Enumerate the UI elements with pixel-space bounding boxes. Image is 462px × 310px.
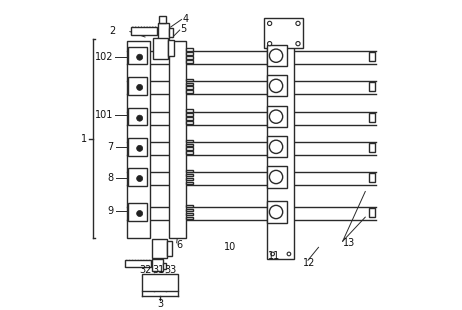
Circle shape [287, 252, 291, 256]
Bar [186, 56, 193, 59]
Circle shape [137, 115, 143, 121]
Circle shape [267, 42, 272, 46]
Text: 7: 7 [107, 142, 114, 153]
Bar [186, 205, 193, 207]
Bar [128, 47, 147, 64]
Text: 10: 10 [225, 242, 237, 252]
Bar [267, 166, 287, 188]
Bar [186, 213, 193, 215]
Bar [186, 60, 193, 63]
Bar [186, 79, 193, 81]
Bar [369, 113, 375, 122]
Circle shape [137, 84, 143, 91]
Bar [369, 173, 375, 183]
Bar [186, 121, 193, 124]
Text: 8: 8 [107, 173, 113, 183]
Text: 6: 6 [176, 240, 182, 250]
Bar [186, 216, 193, 219]
Text: 5: 5 [180, 24, 187, 34]
Bar [267, 75, 287, 96]
Bar [152, 259, 163, 271]
Bar [369, 143, 375, 152]
Bar [186, 113, 193, 116]
Circle shape [271, 252, 274, 256]
Bar [369, 82, 375, 91]
Bar [186, 117, 193, 120]
Text: 102: 102 [95, 52, 114, 62]
Bar [186, 82, 193, 85]
Bar [153, 38, 168, 59]
Bar [267, 202, 287, 223]
Bar [186, 209, 193, 211]
Bar [186, 148, 193, 150]
Bar [128, 77, 147, 95]
Bar [125, 260, 151, 267]
Bar [267, 45, 287, 66]
Bar [142, 274, 178, 291]
Text: 4: 4 [182, 14, 188, 24]
Circle shape [269, 170, 283, 184]
Circle shape [269, 205, 283, 219]
Bar [163, 263, 165, 269]
Text: 1: 1 [81, 134, 87, 144]
Bar [186, 140, 193, 142]
Bar [131, 27, 157, 35]
Bar [186, 109, 193, 112]
Bar [186, 144, 193, 146]
Text: 33: 33 [164, 265, 176, 275]
Bar [186, 174, 193, 176]
Circle shape [269, 79, 283, 92]
Bar [127, 41, 150, 238]
Text: 2: 2 [109, 26, 116, 36]
Bar [158, 23, 170, 39]
Bar [186, 86, 193, 89]
Text: 9: 9 [107, 206, 113, 216]
Circle shape [267, 21, 272, 25]
Bar [168, 40, 174, 56]
Bar [152, 239, 167, 259]
Text: 32: 32 [139, 265, 152, 275]
Bar [186, 151, 193, 154]
Circle shape [269, 110, 283, 123]
Circle shape [296, 21, 300, 25]
Text: 11: 11 [268, 251, 280, 261]
Bar [267, 136, 287, 157]
Bar [128, 108, 147, 126]
Circle shape [137, 175, 143, 182]
Circle shape [137, 54, 143, 60]
Text: 3: 3 [158, 299, 164, 309]
Circle shape [296, 42, 300, 46]
Bar [186, 91, 193, 93]
Text: 13: 13 [343, 238, 355, 248]
Bar [186, 182, 193, 184]
Text: 12: 12 [303, 258, 315, 268]
Circle shape [269, 49, 283, 62]
Text: 101: 101 [95, 110, 113, 120]
Circle shape [137, 145, 143, 151]
Bar [369, 208, 375, 217]
Bar [186, 52, 193, 55]
Bar [267, 41, 294, 259]
Bar [128, 203, 147, 221]
Bar [170, 28, 173, 38]
Bar [159, 16, 166, 23]
Bar [128, 168, 147, 186]
Bar [186, 178, 193, 180]
Bar [264, 18, 304, 48]
Bar [128, 138, 147, 156]
Bar [186, 170, 193, 172]
Circle shape [269, 140, 283, 153]
Bar [167, 241, 172, 256]
Bar [369, 52, 375, 61]
Text: 31: 31 [152, 265, 164, 275]
Bar [267, 106, 287, 127]
Bar [186, 48, 193, 51]
Circle shape [137, 210, 143, 216]
Bar [169, 41, 186, 238]
